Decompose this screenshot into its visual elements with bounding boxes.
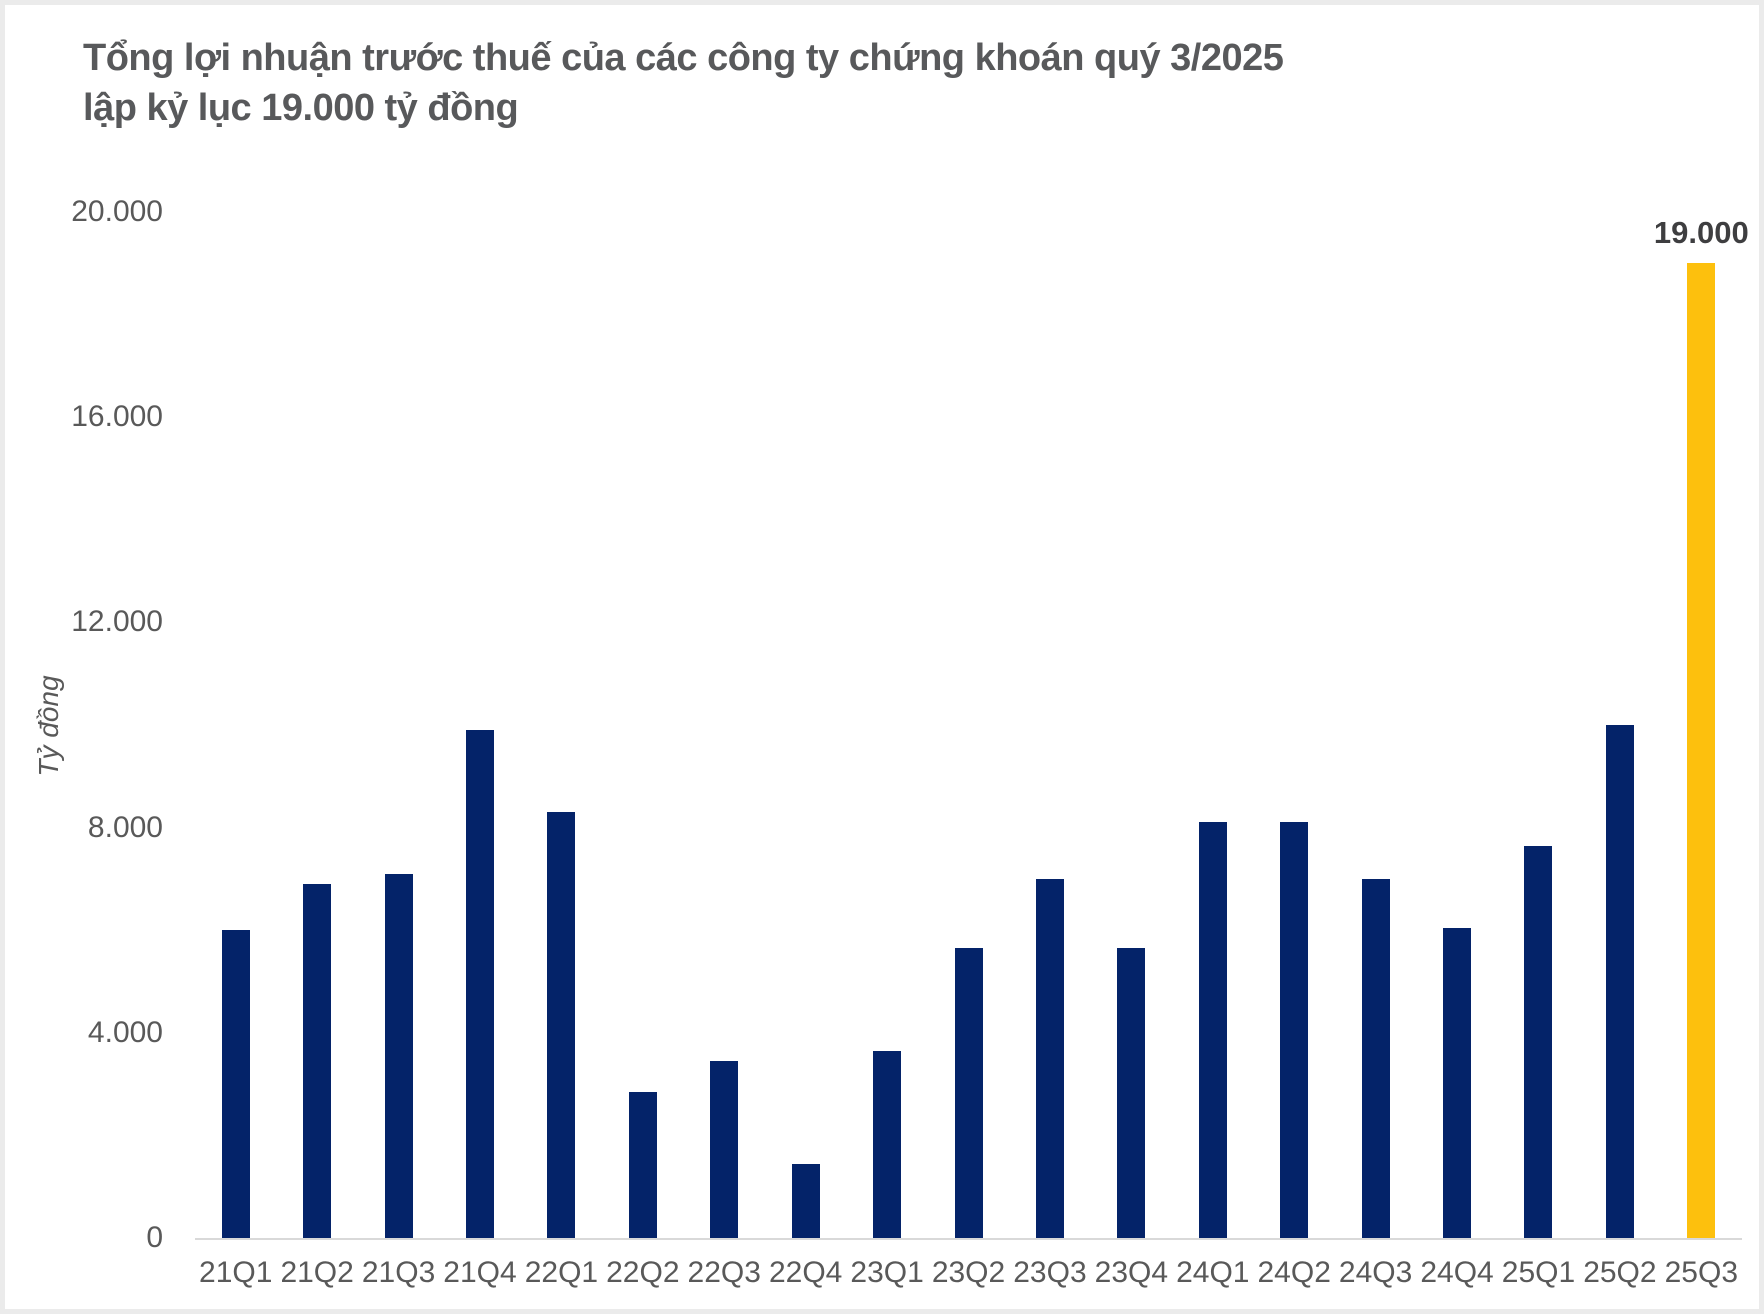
bar-23Q3 (1035, 878, 1064, 1238)
bar-column (439, 212, 520, 1238)
bar-column (928, 212, 1009, 1238)
chart-title-line-1: Tổng lợi nhuận trước thuế của các công t… (83, 37, 1284, 79)
x-axis-label: 22Q1 (524, 1256, 599, 1289)
chart-title: Tổng lợi nhuận trước thuế của các công t… (83, 33, 1663, 133)
bar-column (765, 212, 846, 1238)
bar-22Q3 (710, 1061, 739, 1238)
bar-column (1335, 212, 1416, 1238)
bar-column (276, 212, 357, 1238)
bar-24Q4 (1443, 927, 1472, 1238)
x-axis-line (195, 1238, 1742, 1240)
bar-21Q4 (465, 730, 494, 1238)
x-axis-label: 21Q4 (443, 1256, 517, 1289)
bar-column (1416, 212, 1497, 1238)
x-axis-label: 22Q3 (687, 1256, 761, 1289)
bar-column (1498, 212, 1579, 1238)
bar-column (521, 212, 602, 1238)
bar-23Q2 (954, 948, 983, 1238)
bar-column (1172, 212, 1253, 1238)
bar-22Q2 (628, 1091, 657, 1238)
bar-21Q2 (303, 884, 332, 1238)
bar-25Q1 (1524, 845, 1553, 1238)
x-axis-label: 24Q4 (1420, 1256, 1494, 1289)
plot-area: 19.000 (195, 212, 1749, 1238)
bar-23Q4 (1117, 948, 1146, 1238)
x-axis-label: 23Q1 (850, 1256, 924, 1289)
x-axis-label: 25Q1 (1501, 1256, 1576, 1289)
x-axis-label: 21Q1 (199, 1256, 273, 1289)
x-axis-label: 21Q3 (361, 1256, 436, 1289)
x-axis-label: 22Q4 (768, 1256, 843, 1289)
x-axis-label: 22Q2 (606, 1256, 680, 1289)
x-axis-label: 23Q3 (1013, 1256, 1087, 1289)
bar-24Q3 (1361, 878, 1390, 1238)
bar-column (195, 212, 276, 1238)
y-tick-label: 16.000 (71, 400, 163, 434)
bar-column (602, 212, 683, 1238)
bar-column (1579, 212, 1660, 1238)
x-axis-label: 21Q2 (280, 1256, 354, 1289)
bar-22Q4 (791, 1163, 820, 1238)
y-tick-label: 0 (146, 1221, 163, 1254)
bar-23Q1 (873, 1050, 902, 1238)
x-axis-label: 25Q2 (1583, 1256, 1657, 1289)
x-axis-label: 24Q1 (1176, 1256, 1250, 1289)
bar-column (1091, 212, 1172, 1238)
y-tick-label: 8.000 (87, 810, 163, 844)
bar-column (846, 212, 927, 1238)
y-axis-title: Tỷ đồng (33, 675, 64, 777)
y-tick-label: 20.000 (71, 195, 163, 228)
bar-column (1009, 212, 1090, 1238)
bar-25Q2 (1605, 725, 1634, 1238)
x-axis-label: 24Q2 (1257, 1256, 1331, 1289)
chart-title-line-2: lập kỷ lục 19.000 tỷ đồng (83, 87, 519, 129)
bar-column (1253, 212, 1334, 1238)
x-axis-label: 23Q2 (931, 1256, 1006, 1289)
x-axis-label: 24Q3 (1338, 1256, 1413, 1289)
bar-24Q1 (1198, 822, 1227, 1238)
bar-22Q1 (547, 812, 576, 1238)
x-axis-label: 23Q4 (1094, 1256, 1169, 1289)
bar-column: 19.000 (1654, 212, 1749, 1238)
record-bar-25Q3 (1687, 263, 1716, 1238)
bar-21Q3 (384, 873, 413, 1238)
bar-column (684, 212, 765, 1238)
y-tick-label: 12.000 (71, 605, 163, 639)
bar-column (358, 212, 439, 1238)
bar-24Q2 (1280, 822, 1309, 1238)
bar-21Q1 (221, 930, 250, 1238)
x-axis-label: 25Q3 (1664, 1256, 1738, 1289)
record-value-label: 19.000 (1653, 215, 1749, 251)
x-axis-labels: 21Q1 21Q2 21Q3 21Q4 22Q1 22Q2 22Q3 22Q4 23Q1 23Q2… (195, 1254, 1742, 1292)
y-tick-label: 4.000 (87, 1015, 163, 1049)
